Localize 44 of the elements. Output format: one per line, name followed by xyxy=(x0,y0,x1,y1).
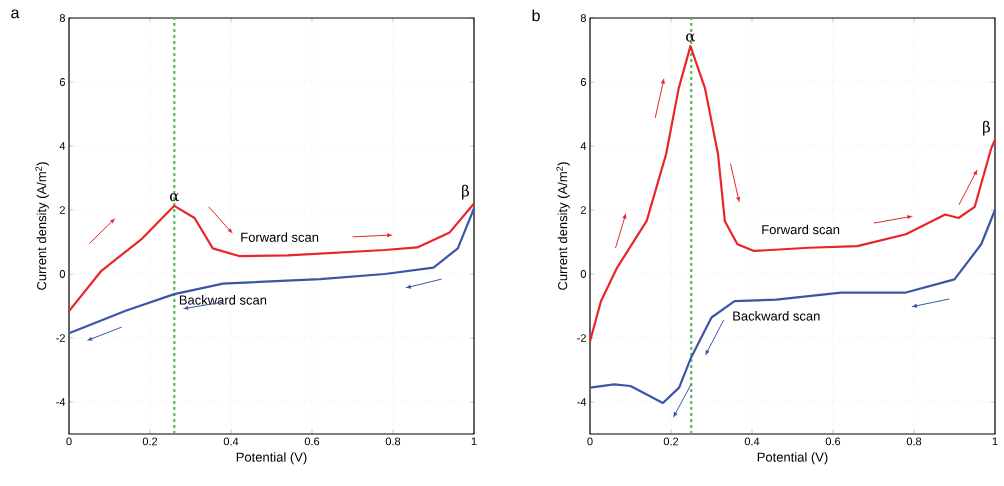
x-tick-label: 0 xyxy=(587,437,593,446)
line-series xyxy=(588,45,997,343)
y-tick-label: 4 xyxy=(580,142,587,150)
y-tick-label: 4 xyxy=(59,142,66,150)
x-tick-label: 0.8 xyxy=(385,437,401,446)
x-tick-label: 1 xyxy=(992,437,998,446)
chart-title: a xyxy=(11,9,20,19)
series-label: Backward scan xyxy=(733,311,820,321)
x-tick-label: 0 xyxy=(66,437,72,446)
y-tick-label: 2 xyxy=(580,206,586,214)
line-series xyxy=(67,207,476,335)
x-tick-label: 0.4 xyxy=(744,437,760,446)
line-series xyxy=(67,202,476,313)
y-tick-label: -4 xyxy=(56,398,66,406)
y-tick-label: 6 xyxy=(59,78,65,86)
x-axis-title: Potential (V) xyxy=(236,452,307,465)
series-label: Backward scan xyxy=(179,295,267,305)
x-tick-label: 1 xyxy=(471,437,477,446)
series-label: Forward scan xyxy=(762,224,840,235)
annotation: α xyxy=(170,193,179,202)
y-tick-label: 0 xyxy=(59,270,66,278)
y-tick-label: 8 xyxy=(59,14,65,22)
y-tick-label: -4 xyxy=(577,398,587,406)
y-tick-label: 2 xyxy=(59,206,65,214)
line-series xyxy=(588,208,997,405)
chart-title: b xyxy=(532,9,540,22)
y-axis-title: Current density (A/m$^{2}$) xyxy=(556,162,570,290)
x-tick-label: 0.6 xyxy=(304,437,320,446)
x-tick-label: 0.8 xyxy=(906,437,922,446)
x-axis-title: Potential (V) xyxy=(757,452,828,465)
x-tick-label: 0.6 xyxy=(825,437,841,446)
y-axis-title: Current density (A/m$^{2}$) xyxy=(35,162,49,290)
y-tick-label: 6 xyxy=(580,78,586,86)
y-tick-label: 0 xyxy=(580,270,587,278)
annotation: α xyxy=(686,33,696,42)
x-tick-label: 0.2 xyxy=(142,437,158,446)
annotation: β xyxy=(983,120,991,136)
y-tick-label: -2 xyxy=(577,334,586,342)
y-tick-label: 8 xyxy=(580,14,586,22)
annotation: β xyxy=(462,184,470,200)
y-tick-label: -2 xyxy=(56,334,65,342)
x-tick-label: 0.2 xyxy=(663,437,679,446)
legend-label: Forward scan xyxy=(241,232,319,242)
x-tick-label: 0.4 xyxy=(223,437,239,446)
